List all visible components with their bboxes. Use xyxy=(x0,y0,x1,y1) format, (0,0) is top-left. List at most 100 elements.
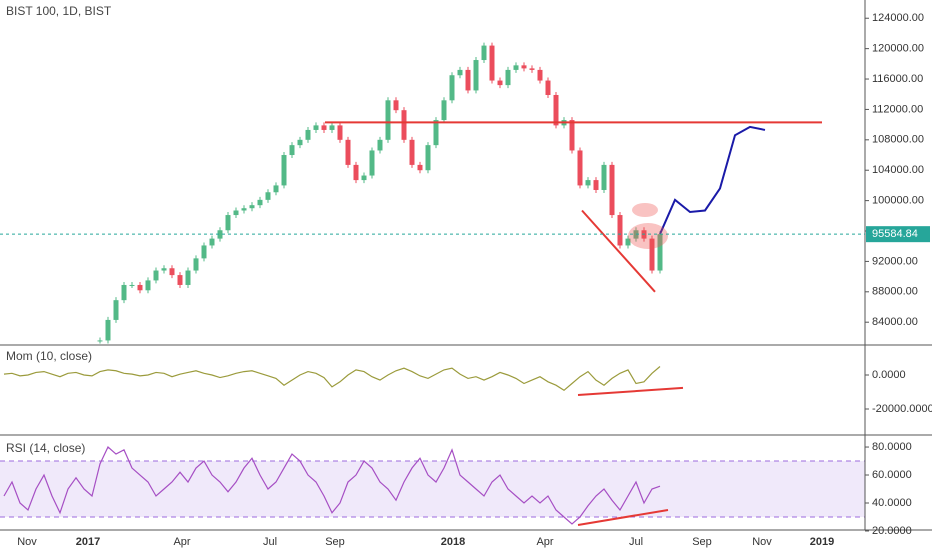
x-tick-label: Apr xyxy=(173,536,190,548)
candle xyxy=(609,164,615,216)
candle xyxy=(505,69,511,86)
candle xyxy=(297,139,303,146)
candle xyxy=(513,65,519,70)
candle xyxy=(593,180,599,190)
candle xyxy=(537,69,543,81)
y-tick-label: 0.0000 xyxy=(872,369,906,381)
candle xyxy=(569,120,575,151)
y-tick-label: 112000.00 xyxy=(872,103,923,115)
candle xyxy=(257,199,263,206)
x-tick-label: Jul xyxy=(629,536,643,548)
candle xyxy=(657,234,663,271)
candle xyxy=(649,238,655,271)
candle xyxy=(321,125,327,130)
y-tick-label: 100000.00 xyxy=(872,195,924,207)
price-pane xyxy=(97,42,822,344)
candle xyxy=(441,100,447,121)
candle xyxy=(433,120,439,146)
indicator-line xyxy=(3,446,661,525)
candle xyxy=(217,230,223,239)
candle xyxy=(329,125,335,130)
candle xyxy=(313,125,319,130)
candle xyxy=(281,155,287,186)
candle xyxy=(497,80,503,86)
y-tick-label: 88000.00 xyxy=(872,286,918,298)
candle xyxy=(185,270,191,285)
candle xyxy=(169,268,175,276)
candle xyxy=(577,150,583,186)
candle xyxy=(489,45,495,81)
candle xyxy=(249,205,255,209)
candle xyxy=(289,145,295,156)
candle xyxy=(337,125,343,140)
candle xyxy=(393,100,399,111)
candle xyxy=(585,180,591,186)
candle xyxy=(209,238,215,246)
candle xyxy=(377,139,383,151)
candle xyxy=(273,185,279,193)
candle xyxy=(425,145,431,171)
candle xyxy=(465,69,471,91)
candle xyxy=(105,319,111,341)
x-tick-label: Nov xyxy=(752,536,772,548)
x-tick-label: Sep xyxy=(325,536,345,548)
candle xyxy=(145,280,151,291)
candle xyxy=(225,215,231,231)
pane-title: RSI (14, close) xyxy=(6,441,85,455)
pane-title: BIST 100, 1D, BIST xyxy=(6,4,112,18)
candle xyxy=(601,164,607,190)
candle xyxy=(129,284,135,286)
candle xyxy=(385,100,391,140)
trend-line xyxy=(581,209,656,293)
y-tick-label: 84000.00 xyxy=(872,316,918,328)
candle xyxy=(449,75,455,101)
candle xyxy=(305,129,311,140)
candle xyxy=(521,65,527,69)
highlight xyxy=(628,223,668,249)
y-tick-label: 92000.00 xyxy=(872,255,918,267)
x-tick-label: Nov xyxy=(17,536,37,548)
mom-pane xyxy=(3,366,684,397)
y-tick-label: 108000.00 xyxy=(872,134,924,146)
candle xyxy=(161,268,167,271)
last-price-label: 95584.84 xyxy=(872,228,918,240)
x-tick-label: Sep xyxy=(692,536,712,548)
candle xyxy=(473,60,479,91)
candle xyxy=(241,208,247,211)
candle xyxy=(617,215,623,246)
highlight xyxy=(632,203,658,217)
x-tick-label: 2018 xyxy=(441,536,465,548)
pane-title: Mom (10, close) xyxy=(6,349,92,363)
candle xyxy=(369,150,375,176)
candle xyxy=(201,245,207,259)
y-tick-label: 20.0000 xyxy=(872,525,912,537)
y-tick-label: 116000.00 xyxy=(872,73,923,85)
candle xyxy=(545,80,551,95)
y-tick-label: 60.0000 xyxy=(872,469,912,481)
candle xyxy=(417,164,423,171)
candle xyxy=(457,69,463,76)
y-tick-label: 104000.00 xyxy=(872,164,924,176)
trend-line xyxy=(577,386,684,397)
candle xyxy=(137,284,143,291)
y-tick-label: -20000.0000 xyxy=(872,403,932,415)
candle xyxy=(345,139,351,165)
projection-line xyxy=(659,125,766,235)
y-tick-label: 40.0000 xyxy=(872,497,912,509)
candle xyxy=(481,45,487,61)
candle xyxy=(153,270,159,281)
candle xyxy=(97,340,103,342)
candle xyxy=(193,258,199,271)
candle xyxy=(113,300,119,320)
candle xyxy=(361,175,367,181)
x-tick-label: 2017 xyxy=(76,536,100,548)
x-tick-label: 2019 xyxy=(810,536,834,548)
y-tick-label: 80.0000 xyxy=(872,441,912,453)
rsi-band xyxy=(0,461,865,517)
x-tick-label: Jul xyxy=(263,536,277,548)
y-tick-label: 120000.00 xyxy=(872,43,924,55)
rsi-pane xyxy=(0,446,865,526)
candle xyxy=(409,139,415,165)
x-tick-label: Apr xyxy=(536,536,553,548)
